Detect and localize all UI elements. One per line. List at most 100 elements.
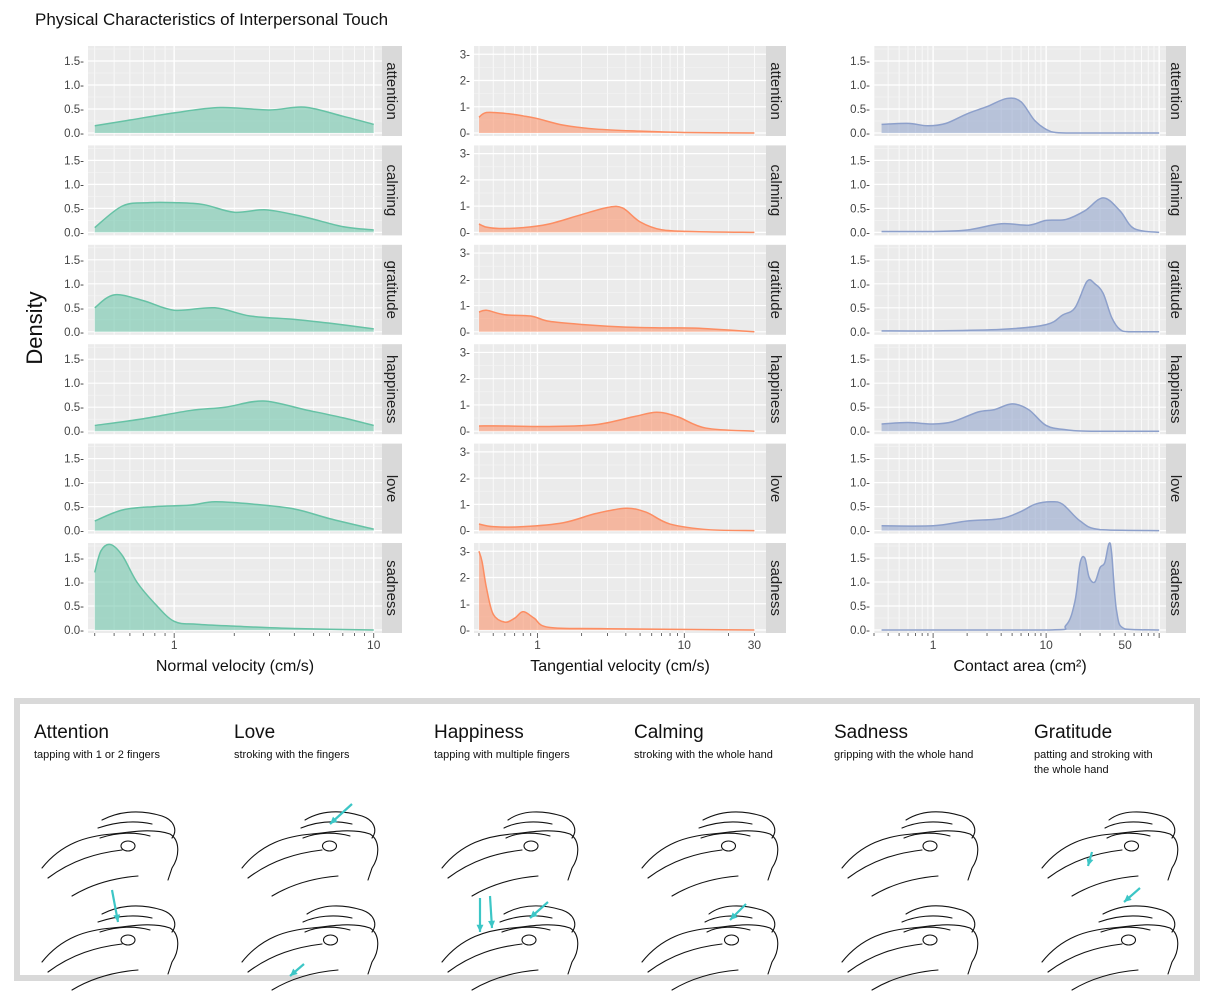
y-tick-label: 1-	[460, 499, 470, 511]
y-tick-label: 1.5-	[850, 255, 870, 267]
x-axis-green: 1 10 Normal velocity (cm/s)	[94, 633, 381, 675]
panel-green-attention: 0.0- 0.5- 1.0- 1.5- attention	[64, 46, 402, 140]
facet-strip	[1166, 344, 1186, 435]
y-tick-label: 0.0-	[64, 625, 84, 637]
facet-label-gratitude: gratitude	[383, 261, 400, 319]
y-tick-label: 1.5-	[64, 354, 84, 366]
y-tick-label: 0.0-	[64, 526, 84, 538]
panel-green-calming: 0.0- 0.5- 1.0- 1.5- calming	[64, 145, 402, 239]
panel-green-gratitude: 0.0- 0.5- 1.0- 1.5- gratitude	[64, 244, 402, 339]
hand-illustration-icon	[234, 792, 404, 992]
facet-strip	[382, 145, 402, 236]
motion-arrow-icon	[289, 963, 305, 977]
y-tick-label: 0.0-	[850, 128, 870, 140]
facet-label-attention: attention	[767, 62, 784, 120]
x-axis-label: Tangential velocity (cm/s)	[530, 658, 710, 675]
y-tick-label: 3-	[460, 248, 470, 260]
x-tick-label: 10	[1039, 638, 1053, 652]
y-tick-label: 0.0-	[64, 227, 84, 239]
y-tick-label: 0.0-	[64, 327, 84, 339]
density-line-happiness	[94, 400, 374, 427]
y-tick-label: 0.0-	[850, 526, 870, 538]
panel-blue-attention: 0.0- 0.5- 1.0- 1.5- attention	[850, 46, 1186, 140]
facet-strip	[1166, 46, 1186, 136]
panel-green-sadness: 0.0- 0.5- 1.0- 1.5- sadness	[64, 543, 402, 637]
x-tick-label: 1	[171, 638, 178, 652]
density-area-happiness	[881, 403, 1160, 432]
y-tick-label: 0-	[460, 327, 470, 339]
y-tick-label: 0.0-	[850, 327, 870, 339]
facet-strip	[766, 543, 786, 633]
facet-label-calming: calming	[767, 165, 784, 217]
gesture-description: tapping with multiple fingers	[434, 749, 570, 761]
chart-title: Physical Characteristics of Interpersona…	[35, 10, 389, 29]
y-tick-label: 1.5-	[64, 553, 84, 565]
y-tick-label: 3-	[460, 149, 470, 161]
x-axis-label: Normal velocity (cm/s)	[156, 658, 314, 675]
y-tick-label: 1-	[460, 400, 470, 412]
density-area-calming	[478, 206, 755, 233]
gesture-name: Attention	[34, 722, 109, 743]
motion-arrow-icon	[529, 901, 549, 919]
facet-strip	[1166, 244, 1186, 335]
density-area-happiness	[94, 400, 374, 432]
density-line-love	[478, 507, 755, 532]
facet-strip	[382, 46, 402, 136]
gesture-description: stroking with the whole hand	[634, 749, 773, 761]
x-axis-orange: 1 10 30 Tangential velocity (cm/s)	[478, 633, 761, 675]
y-tick-label: 1.0-	[64, 577, 84, 589]
y-tick-label: 0.5-	[850, 303, 870, 315]
facet-label-love: love	[1167, 475, 1184, 503]
density-line-attention	[94, 106, 374, 127]
facet-label-sadness: sadness	[767, 560, 784, 616]
y-tick-label: 3-	[460, 49, 470, 61]
density-line-calming	[94, 201, 374, 231]
panel-background	[874, 543, 1166, 633]
facet-label-calming: calming	[1167, 165, 1184, 217]
gesture-legend: Attention tapping with 1 or 2 fingers Lov…	[14, 698, 1200, 991]
hand-illustration-icon	[634, 792, 804, 992]
y-tick-label: 1-	[460, 599, 470, 611]
gesture-sadness: Sadness gripping with the whole hand	[834, 722, 1024, 991]
y-tick-label: 1.5-	[64, 56, 84, 68]
y-tick-label: 0.0-	[64, 426, 84, 438]
gesture-love: Love stroking with the fingers	[234, 722, 424, 991]
y-tick-label: 1-	[460, 301, 470, 313]
y-tick-label: 0.0-	[64, 128, 84, 140]
density-line-attention	[881, 97, 1160, 134]
y-tick-label: 3-	[460, 546, 470, 558]
y-tick-label: 1.5-	[850, 454, 870, 466]
density-area-attention	[94, 106, 374, 133]
density-line-happiness	[478, 411, 755, 432]
facet-label-attention: attention	[383, 62, 400, 120]
panel-orange-love: 0- 1- 2- 3- love	[460, 443, 786, 538]
y-tick-label: 0.5-	[850, 402, 870, 414]
facet-strip	[766, 443, 786, 534]
gesture-name: Sadness	[834, 722, 908, 743]
density-area-gratitude	[478, 310, 755, 332]
panel-blue-love: 0.0- 0.5- 1.0- 1.5- love	[850, 443, 1186, 538]
y-tick-label: 0-	[460, 625, 470, 637]
density-area-calming	[94, 202, 374, 233]
facet-strip	[766, 344, 786, 435]
density-area-sadness	[94, 544, 374, 630]
y-tick-label: 1.0-	[64, 279, 84, 291]
y-tick-label: 1.0-	[64, 478, 84, 490]
density-area-gratitude	[881, 279, 1160, 332]
y-tick-label: 0.5-	[64, 104, 84, 116]
motion-arrow-icon	[1123, 887, 1141, 903]
density-line-gratitude	[478, 309, 755, 333]
density-area-calming	[881, 197, 1160, 233]
density-area-love	[94, 501, 374, 531]
y-tick-label: 1.0-	[64, 80, 84, 92]
motion-arrow-icon	[476, 898, 484, 932]
density-area-attention	[478, 112, 755, 133]
y-tick-label: 2-	[460, 573, 470, 585]
facet-label-happiness: happiness	[383, 355, 400, 423]
density-area-attention	[881, 98, 1160, 133]
panel-green-happiness: 0.0- 0.5- 1.0- 1.5- happiness	[64, 344, 402, 438]
gesture-name: Calming	[634, 722, 704, 743]
panel-blue-gratitude: 0.0- 0.5- 1.0- 1.5- gratitude	[850, 244, 1186, 339]
panel-blue-calming: 0.0- 0.5- 1.0- 1.5- calming	[850, 145, 1186, 239]
gesture-gratitude: Gratitude patting and stroking with the wh…	[1034, 722, 1208, 991]
